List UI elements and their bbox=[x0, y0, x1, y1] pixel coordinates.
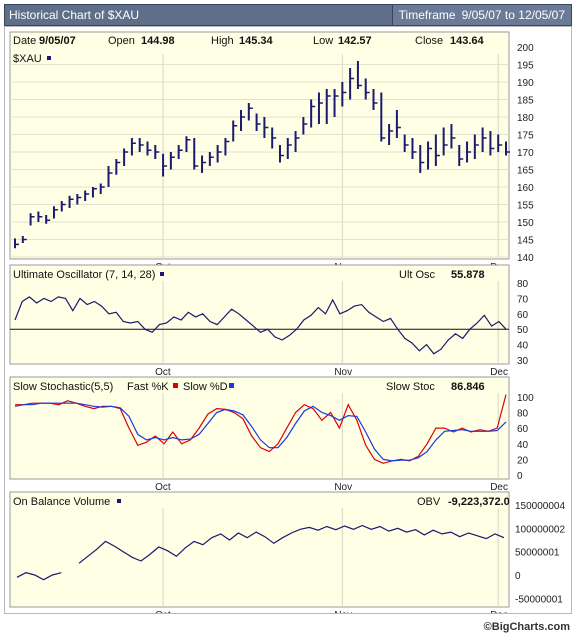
ult-osc-readout-label: Ult Osc bbox=[399, 269, 436, 281]
info-label: Date bbox=[13, 35, 36, 47]
timeframe-box: Timeframe 9/05/07 to 12/05/07 bbox=[391, 5, 571, 25]
y-tick-label: 100 bbox=[517, 393, 534, 404]
info-value: 142.57 bbox=[338, 35, 372, 47]
fast-k-swatch bbox=[173, 383, 178, 388]
slow-stoc-title: Slow Stochastic(5,5) bbox=[13, 381, 113, 393]
fast-k-legend: Fast %K bbox=[127, 381, 169, 393]
chart-frame: Oct Nov Dec 140 145 150 155 160 165 170 175 180 185 1… bbox=[4, 26, 572, 614]
y-tick-label: 80 bbox=[517, 409, 529, 420]
y-tick-label: -50000001 bbox=[515, 594, 563, 605]
title-bar: Historical Chart of $XAU Timeframe 9/05/0… bbox=[4, 4, 572, 26]
y-tick-label: 40 bbox=[517, 440, 529, 451]
slow-stoc-readout-label: Slow Stoc bbox=[386, 381, 435, 393]
chart-canvas: Oct Nov Dec 140 145 150 155 160 165 170 175 180 185 1… bbox=[9, 31, 565, 613]
y-tick-label: 155 bbox=[517, 201, 534, 212]
y-tick-label: 160 bbox=[517, 183, 534, 194]
y-tick-label: 70 bbox=[517, 294, 529, 305]
x-tick-label: Nov bbox=[334, 610, 352, 613]
obv-title: On Balance Volume bbox=[13, 496, 110, 508]
info-value: 143.64 bbox=[450, 35, 485, 47]
ult-osc-readout: 55.878 bbox=[451, 269, 485, 281]
info-value: 145.34 bbox=[239, 35, 274, 47]
info-label: Low bbox=[313, 35, 333, 47]
y-tick-label: 50000001 bbox=[515, 548, 560, 559]
x-tick-label: Oct bbox=[155, 367, 171, 378]
y-tick-label: 165 bbox=[517, 166, 534, 177]
legend-swatch bbox=[160, 272, 164, 276]
info-label: Close bbox=[415, 35, 443, 47]
ult-osc-title: Ultimate Oscillator (7, 14, 28) bbox=[13, 269, 155, 281]
price-panel bbox=[9, 31, 510, 260]
timeframe-value: 9/05/07 to 12/05/07 bbox=[461, 8, 565, 22]
x-tick-label: Oct bbox=[155, 610, 171, 613]
y-tick-label: 150 bbox=[517, 218, 534, 229]
y-tick-label: 60 bbox=[517, 310, 529, 321]
slow-d-line bbox=[14, 402, 507, 462]
info-value: 144.98 bbox=[141, 35, 175, 47]
x-tick-label: Dec bbox=[490, 367, 508, 378]
legend-swatch bbox=[47, 56, 51, 60]
y-tick-label: 0 bbox=[517, 471, 523, 482]
x-tick-label: Dec bbox=[490, 610, 508, 613]
x-tick-label: Nov bbox=[334, 482, 352, 493]
ult-osc-panel bbox=[9, 264, 510, 365]
ult-osc-line bbox=[14, 296, 507, 355]
price-legend-label: $XAU bbox=[13, 53, 42, 65]
y-tick-label: 100000002 bbox=[515, 524, 565, 535]
slow-stoc-readout: 86.846 bbox=[451, 381, 485, 393]
y-tick-label: 30 bbox=[517, 356, 529, 367]
info-value: 9/05/07 bbox=[39, 35, 76, 47]
y-tick-label: 150000004 bbox=[515, 501, 565, 512]
slow-stoc-panel bbox=[9, 376, 510, 480]
obv-readout-label: OBV bbox=[417, 496, 441, 508]
y-tick-label: 200 bbox=[517, 43, 534, 54]
info-label: High bbox=[211, 35, 234, 47]
x-tick-label: Oct bbox=[155, 482, 171, 493]
timeframe-label: Timeframe bbox=[398, 8, 456, 22]
info-strip bbox=[11, 33, 508, 48]
legend-swatch bbox=[117, 499, 121, 503]
chart-title: Historical Chart of $XAU bbox=[9, 8, 140, 22]
x-tick-label: Dec bbox=[490, 482, 508, 493]
x-tick-label: Nov bbox=[334, 367, 352, 378]
slow-d-legend: Slow %D bbox=[183, 381, 228, 393]
y-tick-label: 60 bbox=[517, 424, 529, 435]
obv-line bbox=[16, 524, 505, 581]
y-tick-label: 185 bbox=[517, 96, 534, 107]
y-tick-label: 190 bbox=[517, 78, 534, 89]
y-tick-label: 20 bbox=[517, 455, 529, 466]
y-tick-label: 140 bbox=[517, 253, 534, 264]
y-tick-label: 180 bbox=[517, 113, 534, 124]
slow-d-swatch bbox=[229, 383, 234, 388]
obv-readout: -9,223,372.0 bbox=[448, 496, 510, 508]
obv-panel bbox=[9, 491, 510, 608]
y-tick-label: 175 bbox=[517, 131, 534, 142]
y-tick-label: 145 bbox=[517, 236, 534, 247]
y-tick-label: 50 bbox=[517, 325, 529, 336]
info-label: Open bbox=[108, 35, 135, 47]
fast-k-line bbox=[15, 394, 507, 464]
y-tick-label: 40 bbox=[517, 341, 529, 352]
y-tick-label: 0 bbox=[515, 571, 521, 582]
y-tick-label: 80 bbox=[517, 279, 529, 290]
copyright: ©BigCharts.com bbox=[483, 621, 570, 633]
y-tick-label: 195 bbox=[517, 61, 534, 72]
y-tick-label: 170 bbox=[517, 148, 534, 159]
